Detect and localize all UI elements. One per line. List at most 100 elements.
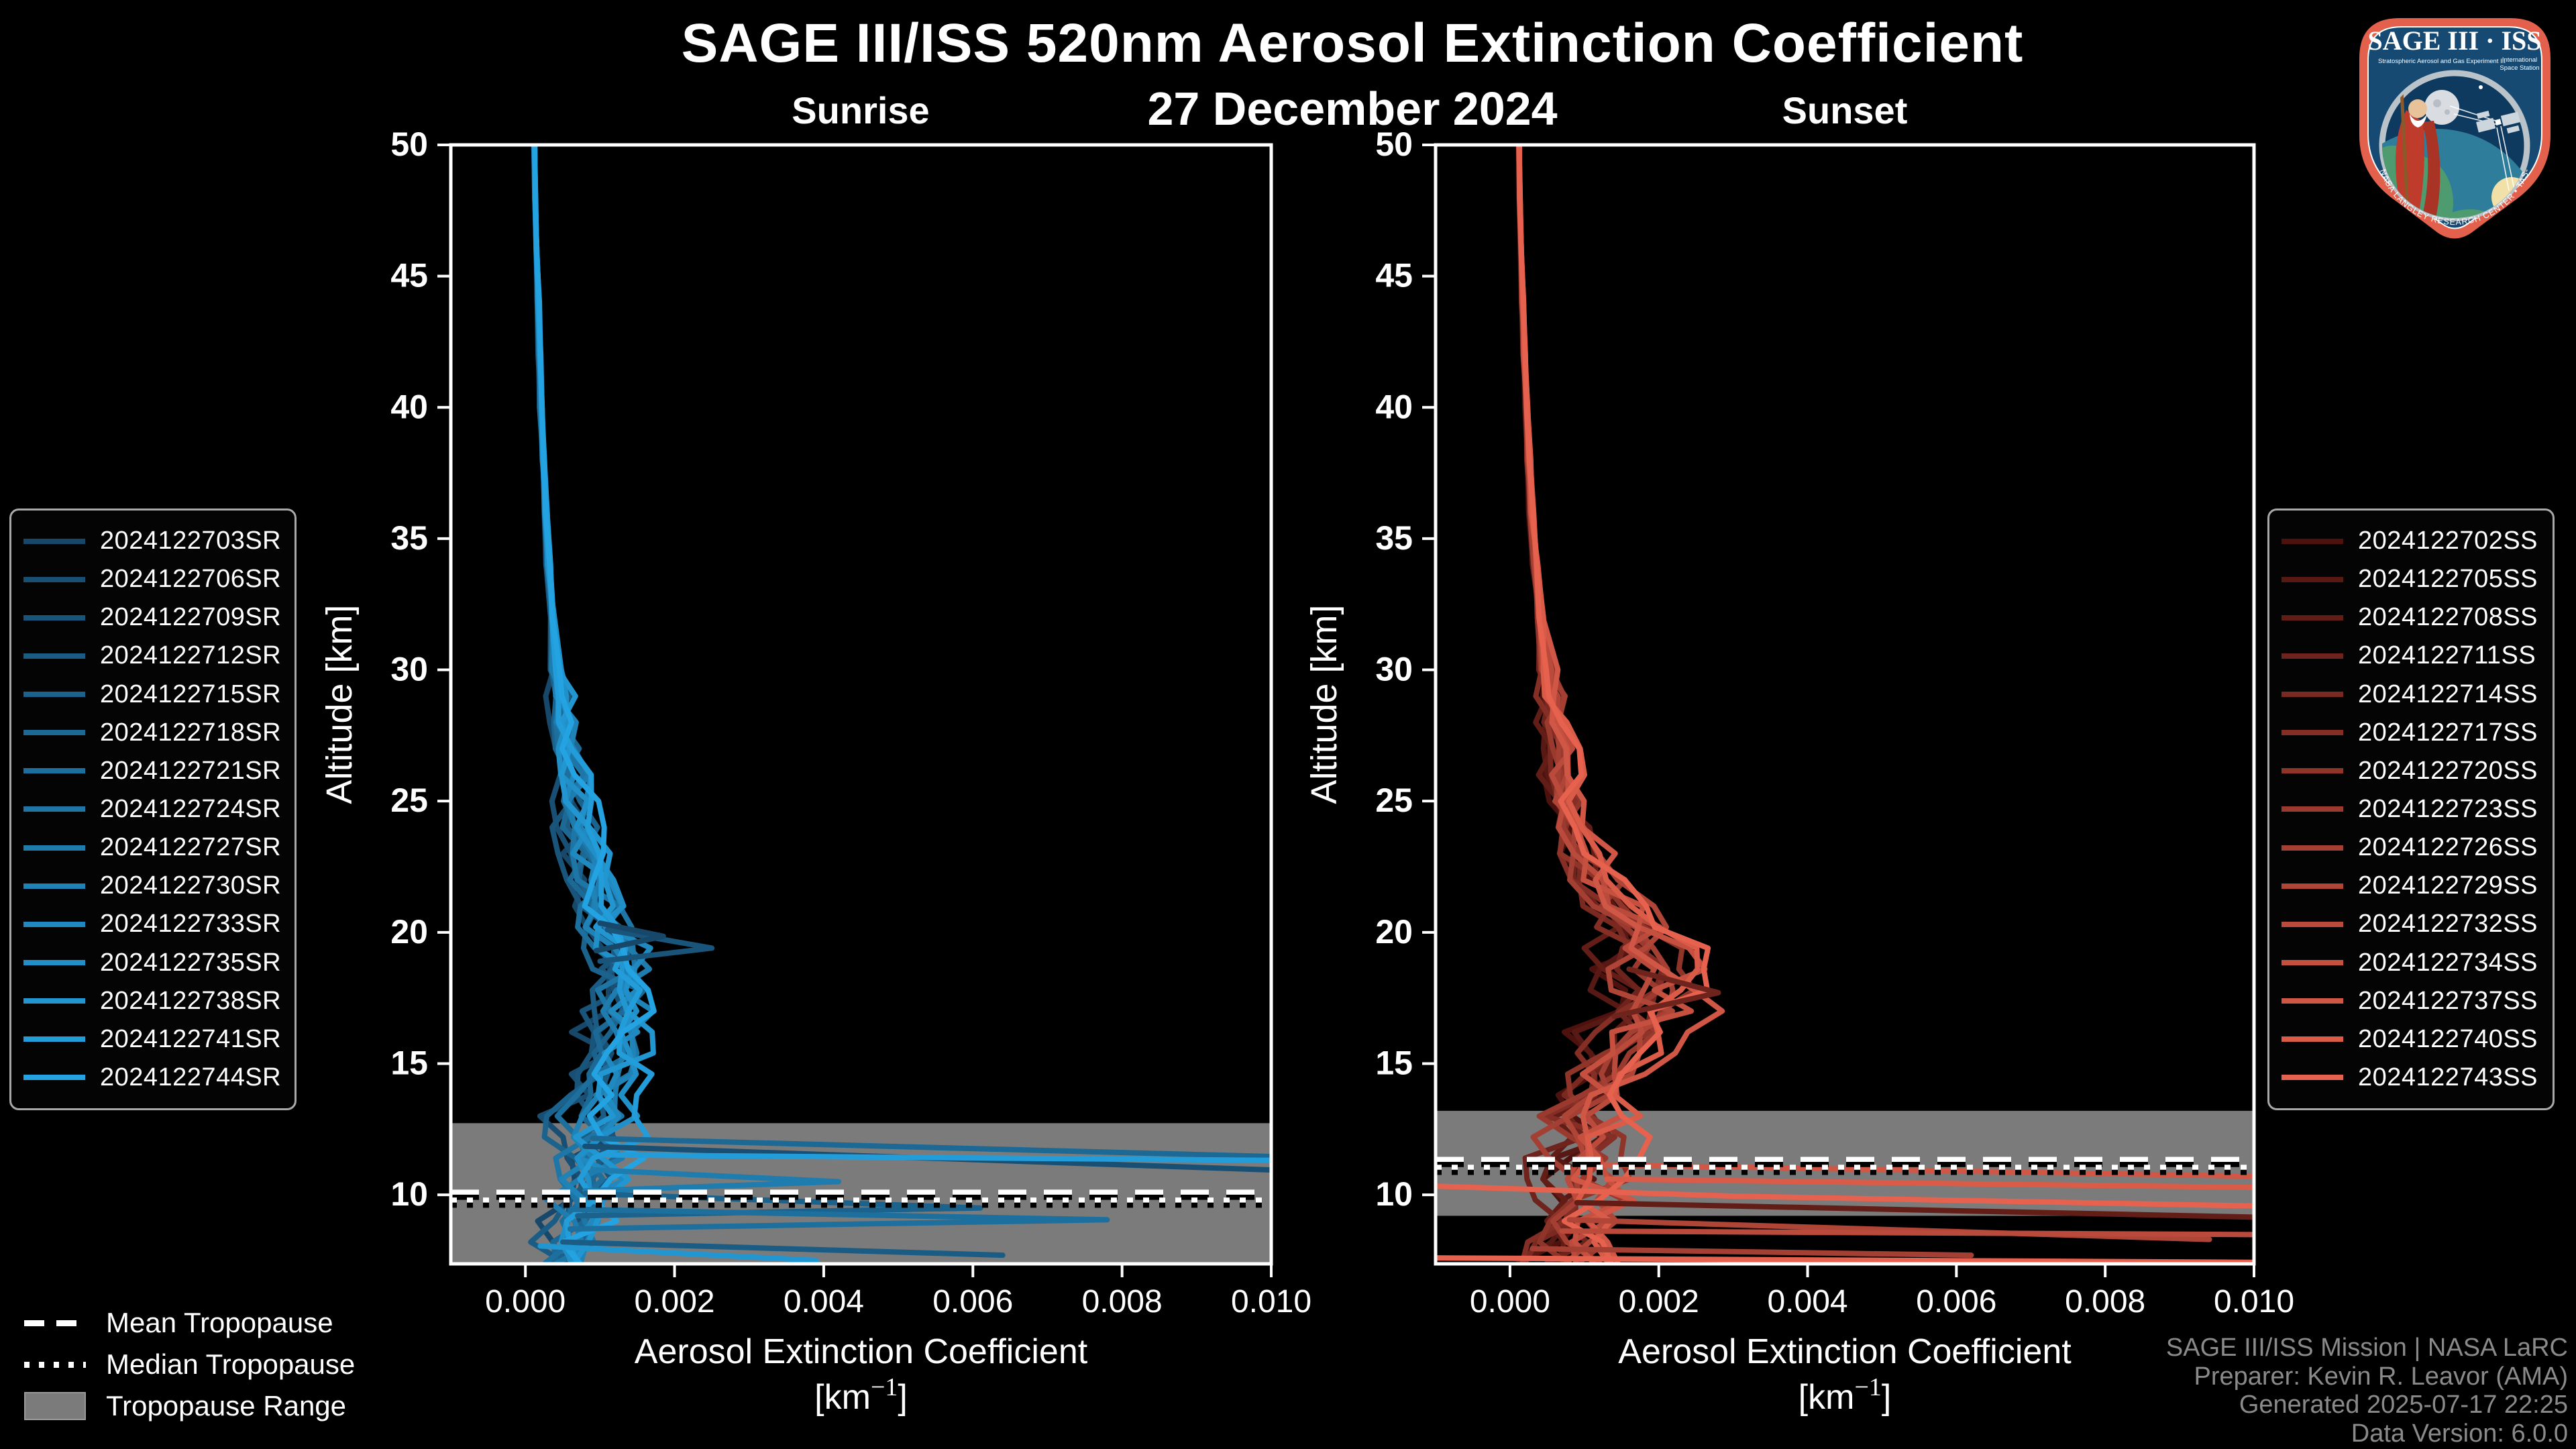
- moon-icon: [2424, 90, 2459, 125]
- legend-line-swatch: [23, 845, 85, 851]
- tropopause-range-label: Tropopause Range: [106, 1390, 347, 1421]
- y-tick-label: 50: [1375, 125, 1413, 163]
- sunrise-event-legend: 2024122703SR 2024122706SR 2024122709SR 2024…: [9, 508, 297, 1110]
- legend-line-swatch: [23, 768, 85, 774]
- profile-outlier-2024122708SS: [1574, 1199, 2254, 1220]
- profile-outlier-2024122727SR: [582, 1167, 842, 1194]
- legend-event-label: 2024122741SR: [100, 1024, 282, 1053]
- legend-line-swatch: [2282, 960, 2343, 966]
- legend-line-swatch: [2282, 614, 2343, 621]
- y-tick-label: 30: [1375, 651, 1413, 688]
- profile-outlier-2024122738SR: [537, 1243, 819, 1263]
- x-tick-label: 0.002: [1619, 1284, 1699, 1320]
- y-tick-label: 15: [1375, 1044, 1413, 1081]
- legend-event-label: 2024122702SS: [2358, 527, 2538, 555]
- y-tick-label: 50: [390, 125, 428, 163]
- x-axis-label: Aerosol Extinction Coefficient: [1618, 1332, 2072, 1371]
- patch-subtitle-right-2: Space Station: [2500, 64, 2539, 72]
- profile-line-2024122743SS: [1516, 145, 1711, 1264]
- legend-event-label: 2024122738SR: [100, 986, 282, 1015]
- legend-event-label: 2024122733SR: [100, 910, 282, 938]
- legend-item: 2024122724SR: [23, 795, 282, 824]
- y-tick-label: 20: [390, 913, 428, 951]
- legend-line-swatch: [2282, 998, 2343, 1004]
- legend-line-swatch: [23, 730, 85, 736]
- y-tick-label: 45: [390, 257, 428, 294]
- legend-item: 2024122737SS: [2282, 987, 2540, 1016]
- y-tick-label: 40: [1375, 388, 1413, 425]
- legend-item: 2024122702SS: [2282, 527, 2540, 555]
- x-tick-label: 0.006: [932, 1284, 1013, 1320]
- legend-item: 2024122708SS: [2282, 603, 2540, 632]
- y-tick-label: 10: [1375, 1175, 1413, 1213]
- legend-event-label: 2024122712SR: [100, 641, 282, 670]
- legend-item: 2024122715SR: [23, 680, 282, 709]
- legend-event-label: 2024122709SR: [100, 603, 282, 632]
- attribution: SAGE III/ISS Mission | NASA LaRC Prepare…: [2166, 1334, 2568, 1448]
- y-tick-label: 25: [390, 782, 428, 819]
- legend-item: 2024122721SR: [23, 757, 282, 786]
- legend-line-swatch: [23, 1036, 85, 1042]
- x-tick-label: 0.010: [1231, 1284, 1311, 1320]
- legend-item: 2024122706SR: [23, 565, 282, 594]
- legend-item: 2024122729SS: [2282, 871, 2540, 900]
- y-tick-label: 30: [390, 651, 428, 688]
- x-tick-label: 0.002: [634, 1284, 714, 1320]
- y-tick-label: 15: [390, 1044, 428, 1081]
- legend-line-swatch: [2282, 806, 2343, 812]
- y-axis-label: Altitude [km]: [319, 604, 360, 804]
- legend-line-swatch: [23, 883, 85, 889]
- legend-item: 2024122720SS: [2282, 757, 2540, 786]
- legend-line-swatch: [2282, 576, 2343, 582]
- plot-border: [449, 143, 1273, 1266]
- legend-event-label: 2024122705SS: [2358, 565, 2538, 594]
- mean-tropopause-legend-item: Mean Tropopause: [24, 1307, 355, 1339]
- profile-outlier-2024122721SR: [567, 1206, 1110, 1232]
- legend-line-swatch: [2282, 538, 2343, 544]
- legend-line-swatch: [23, 614, 85, 621]
- profile-outlier-2024122732SS: [1559, 1228, 2254, 1238]
- y-tick-label: 45: [1375, 257, 1413, 294]
- y-tick-label: 20: [1375, 913, 1413, 951]
- y-tick-label: 40: [390, 388, 428, 425]
- legend-event-label: 2024122735SR: [100, 948, 282, 977]
- legend-item: 2024122718SR: [23, 718, 282, 747]
- sunrise-panel-title: Sunrise: [792, 89, 930, 131]
- legend-line-swatch: [23, 576, 85, 582]
- legend-event-label: 2024122718SR: [100, 718, 282, 747]
- legend-item: 2024122735SR: [23, 949, 282, 977]
- profile-outlier-2024122712SR: [559, 1239, 1006, 1258]
- attribution-generated: Generated 2025-07-17 22:25: [2239, 1391, 2568, 1419]
- legend-line-swatch: [23, 921, 85, 927]
- legend-item: 2024122712SR: [23, 641, 282, 670]
- x-tick-label: 0.000: [1470, 1284, 1550, 1320]
- legend-event-label: 2024122703SR: [100, 527, 282, 555]
- legend-line-swatch: [2282, 921, 2343, 927]
- profile-outlier-2024122711SS: [1611, 966, 1721, 1019]
- tropopause-range-swatch: [24, 1392, 86, 1420]
- tropopause-legend: Mean Tropopause Median Tropopause Tropop…: [24, 1307, 355, 1422]
- x-tick-label: 0.000: [485, 1284, 566, 1320]
- profile-outlier-2024122743SS: [1436, 1255, 2254, 1264]
- y-tick-label: 25: [1375, 782, 1413, 819]
- legend-event-label: 2024122724SR: [100, 794, 282, 823]
- legend-event-label: 2024122711SS: [2358, 641, 2536, 670]
- legend-event-label: 2024122708SS: [2358, 603, 2538, 632]
- legend-event-label: 2024122723SS: [2358, 794, 2538, 823]
- legend-item: 2024122723SS: [2282, 795, 2540, 824]
- legend-event-label: 2024122732SS: [2358, 910, 2538, 938]
- legend-event-label: 2024122714SS: [2358, 680, 2538, 708]
- sunrise-panel: 0.000 0.002 0.004 0.006 0.008 0.010 10 15 20 25 30…: [319, 125, 1311, 1417]
- legend-item: 2024122714SS: [2282, 680, 2540, 709]
- legend-event-label: 2024122734SS: [2358, 948, 2538, 977]
- legend-event-label: 2024122721SR: [100, 756, 282, 785]
- legend-line-swatch: [23, 960, 85, 966]
- legend-item: 2024122743SS: [2282, 1063, 2540, 1092]
- legend-line-swatch: [2282, 1075, 2343, 1081]
- legend-event-label: 2024122743SS: [2358, 1063, 2538, 1091]
- x-tick-label: 0.008: [1082, 1284, 1163, 1320]
- attribution-mission: SAGE III/ISS Mission | NASA LaRC: [2165, 1334, 2568, 1362]
- legend-line-swatch: [23, 1075, 85, 1081]
- mean-tropopause-label: Mean Tropopause: [106, 1307, 333, 1338]
- date-subtitle: 27 December 2024: [1147, 83, 1558, 135]
